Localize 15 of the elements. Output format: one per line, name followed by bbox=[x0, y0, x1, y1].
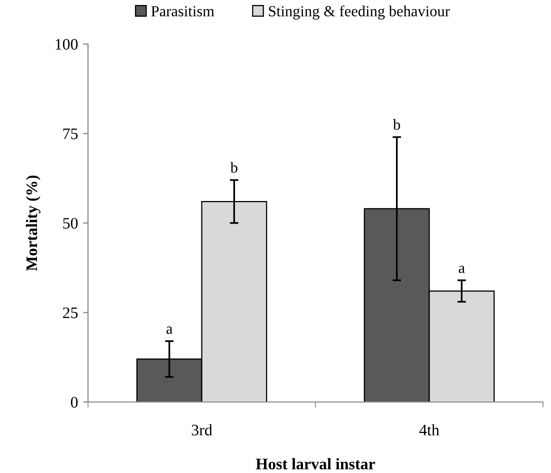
x-axis-title: Host larval instar bbox=[256, 458, 376, 470]
y-tick-label: 100 bbox=[56, 38, 78, 50]
y-tick-label: 75 bbox=[63, 128, 78, 140]
legend-label: Stinging & feeding behaviour bbox=[268, 5, 450, 20]
annotation: b bbox=[393, 119, 400, 130]
annotation: a bbox=[458, 266, 465, 274]
annotation: a bbox=[166, 326, 173, 334]
x-tick-label: 3rd bbox=[192, 424, 212, 436]
y-tick-label: 0 bbox=[70, 396, 78, 408]
y-tick-label: 50 bbox=[63, 218, 78, 229]
x-tick-label: 4th bbox=[419, 424, 440, 436]
legend-label: Parasitism bbox=[151, 6, 214, 16]
y-tick-label: 25 bbox=[63, 307, 78, 318]
annotation: b bbox=[230, 162, 238, 173]
y-axis-title: Mortality (%) bbox=[26, 176, 40, 271]
